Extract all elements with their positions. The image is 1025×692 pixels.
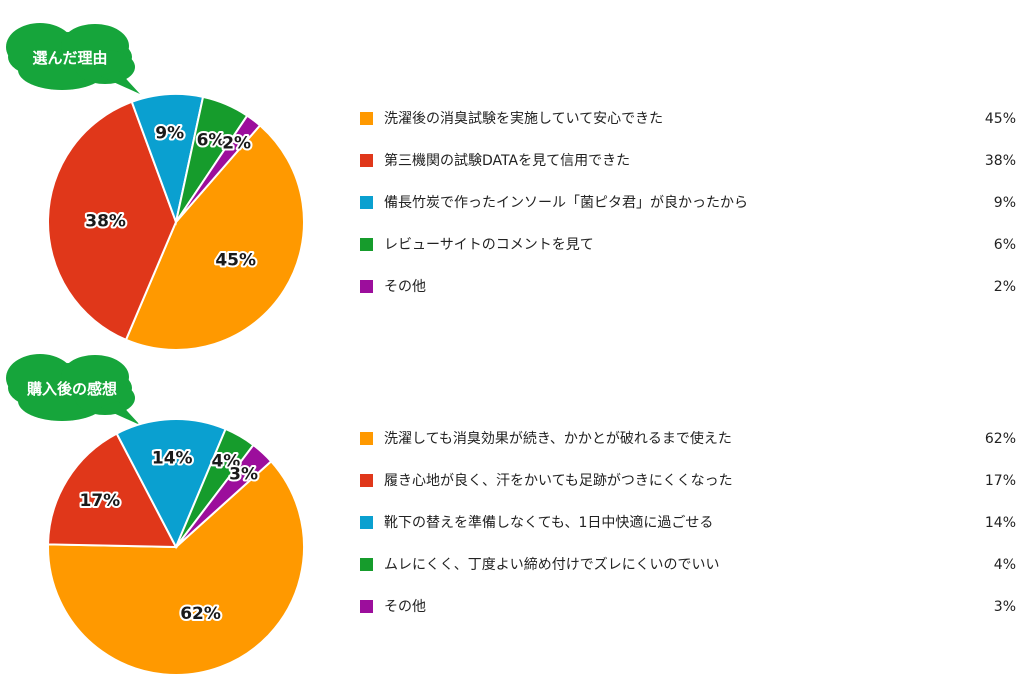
bubble-shape (6, 354, 140, 425)
legend-label: レビューサイトのコメントを見て (384, 237, 594, 253)
legend-item: 洗濯しても消臭効果が続き、かかとが破れるまで使えた 62% (360, 428, 1020, 470)
slice-label: 3% (229, 465, 258, 485)
legend-swatch (360, 474, 373, 487)
legend-swatch (360, 196, 373, 209)
legend-swatch (360, 600, 373, 613)
pie-slice (115, 418, 227, 550)
legend-item: その他 3% (360, 596, 1020, 638)
legend-item: その他 2% (360, 276, 1020, 318)
legend-value: 2% (993, 279, 1016, 295)
pie-slice (47, 100, 178, 342)
legend-label: 履き心地が良く、汗をかいても足跡がつきにくくなった (384, 473, 733, 489)
legend-item: 備長竹炭で作ったインソール「菌ピタ君」が良かったから 9% (360, 192, 1020, 234)
legend-label: ムレにくく、丁度よい締め付けでズレにくいのでいい (384, 557, 720, 573)
legend-value: 14% (984, 515, 1016, 531)
pie-chart: 62% 17% 14% 4%3% (47, 418, 305, 676)
legend-label: 靴下の替えを準備しなくても、1日中快適に過ごせる (384, 515, 714, 531)
legend-swatch (360, 280, 373, 293)
legend-item: 履き心地が良く、汗をかいても足跡がつきにくくなった 17% (360, 470, 1020, 512)
legend-item: ムレにくく、丁度よい締め付けでズレにくいのでいい 4% (360, 554, 1020, 596)
slice-label: 62% (180, 604, 221, 624)
slice-label: 6% (197, 131, 226, 151)
legend-swatch (360, 558, 373, 571)
legend-value: 17% (984, 473, 1016, 489)
pie-slice (47, 432, 178, 549)
legend-value: 9% (993, 195, 1016, 211)
legend-item: 靴下の替えを準備しなくても、1日中快適に過ごせる 14% (360, 512, 1020, 554)
slice-label: 45% (215, 250, 256, 270)
legend: 洗濯しても消臭効果が続き、かかとが破れるまで使えた 62% 履き心地が良く、汗をかい… (360, 428, 1020, 638)
legend-swatch (360, 516, 373, 529)
legend-label: 第三機関の試験DATAを見て信用できた (384, 153, 631, 169)
pie-slice (175, 114, 262, 223)
legend-swatch (360, 432, 373, 445)
legend-swatch (360, 154, 373, 167)
legend-value: 62% (984, 431, 1016, 447)
chart-title: 購入後の感想 (26, 380, 117, 398)
impression-chart-section: 購入後の感想 62% 17% 14% 4% 3% 洗濯しても消臭効果が続き、かかとが破れ… (0, 343, 1025, 683)
legend: 洗濯後の消臭試験を実施していて安心できた 45% 第三機関の試験DATAを見て信用で… (360, 108, 1020, 318)
slice-label: 9% (155, 124, 184, 144)
legend-item: 洗濯後の消臭試験を実施していて安心できた 45% (360, 108, 1020, 150)
speech-bubble: 選んだ理由 (6, 23, 140, 94)
legend-value: 3% (993, 599, 1016, 615)
legend-label: 洗濯しても消臭効果が続き、かかとが破れるまで使えた (384, 431, 732, 447)
legend-label: その他 (384, 599, 426, 615)
bubble-shape (6, 23, 140, 94)
legend-label: 洗濯後の消臭試験を実施していて安心できた (384, 111, 664, 127)
legend-item: レビューサイトのコメントを見て 6% (360, 234, 1020, 276)
legend-value: 4% (993, 557, 1016, 573)
slice-label: 38% (85, 211, 126, 231)
legend-value: 6% (993, 237, 1016, 253)
pie-slice (124, 123, 305, 351)
legend-swatch (360, 238, 373, 251)
pie-slice (175, 443, 273, 548)
slice-label: 17% (79, 491, 120, 511)
legend-label: その他 (384, 279, 426, 295)
legend-item: 第三機関の試験DATAを見て信用できた 38% (360, 150, 1020, 192)
speech-bubble: 購入後の感想 (6, 354, 140, 425)
pie-slice (47, 459, 305, 676)
reason-chart-section: 選んだ理由 45% 38% 9% 6% 2% 洗濯後の消臭試験を実施していて安心できた 4… (6, 23, 1020, 351)
slice-label: 2% (222, 134, 251, 154)
slice-label: 14% (152, 448, 193, 468)
legend-swatch (360, 112, 373, 125)
chart-title: 選んだ理由 (32, 49, 107, 67)
legend-label: 備長竹炭で作ったインソール「菌ピタ君」が良かったから (384, 195, 748, 211)
legend-value: 45% (984, 111, 1016, 127)
slice-label: 4% (211, 452, 240, 472)
pie-chart: 45% 38% 9% 6%2% (47, 93, 305, 351)
legend-value: 38% (984, 153, 1016, 169)
